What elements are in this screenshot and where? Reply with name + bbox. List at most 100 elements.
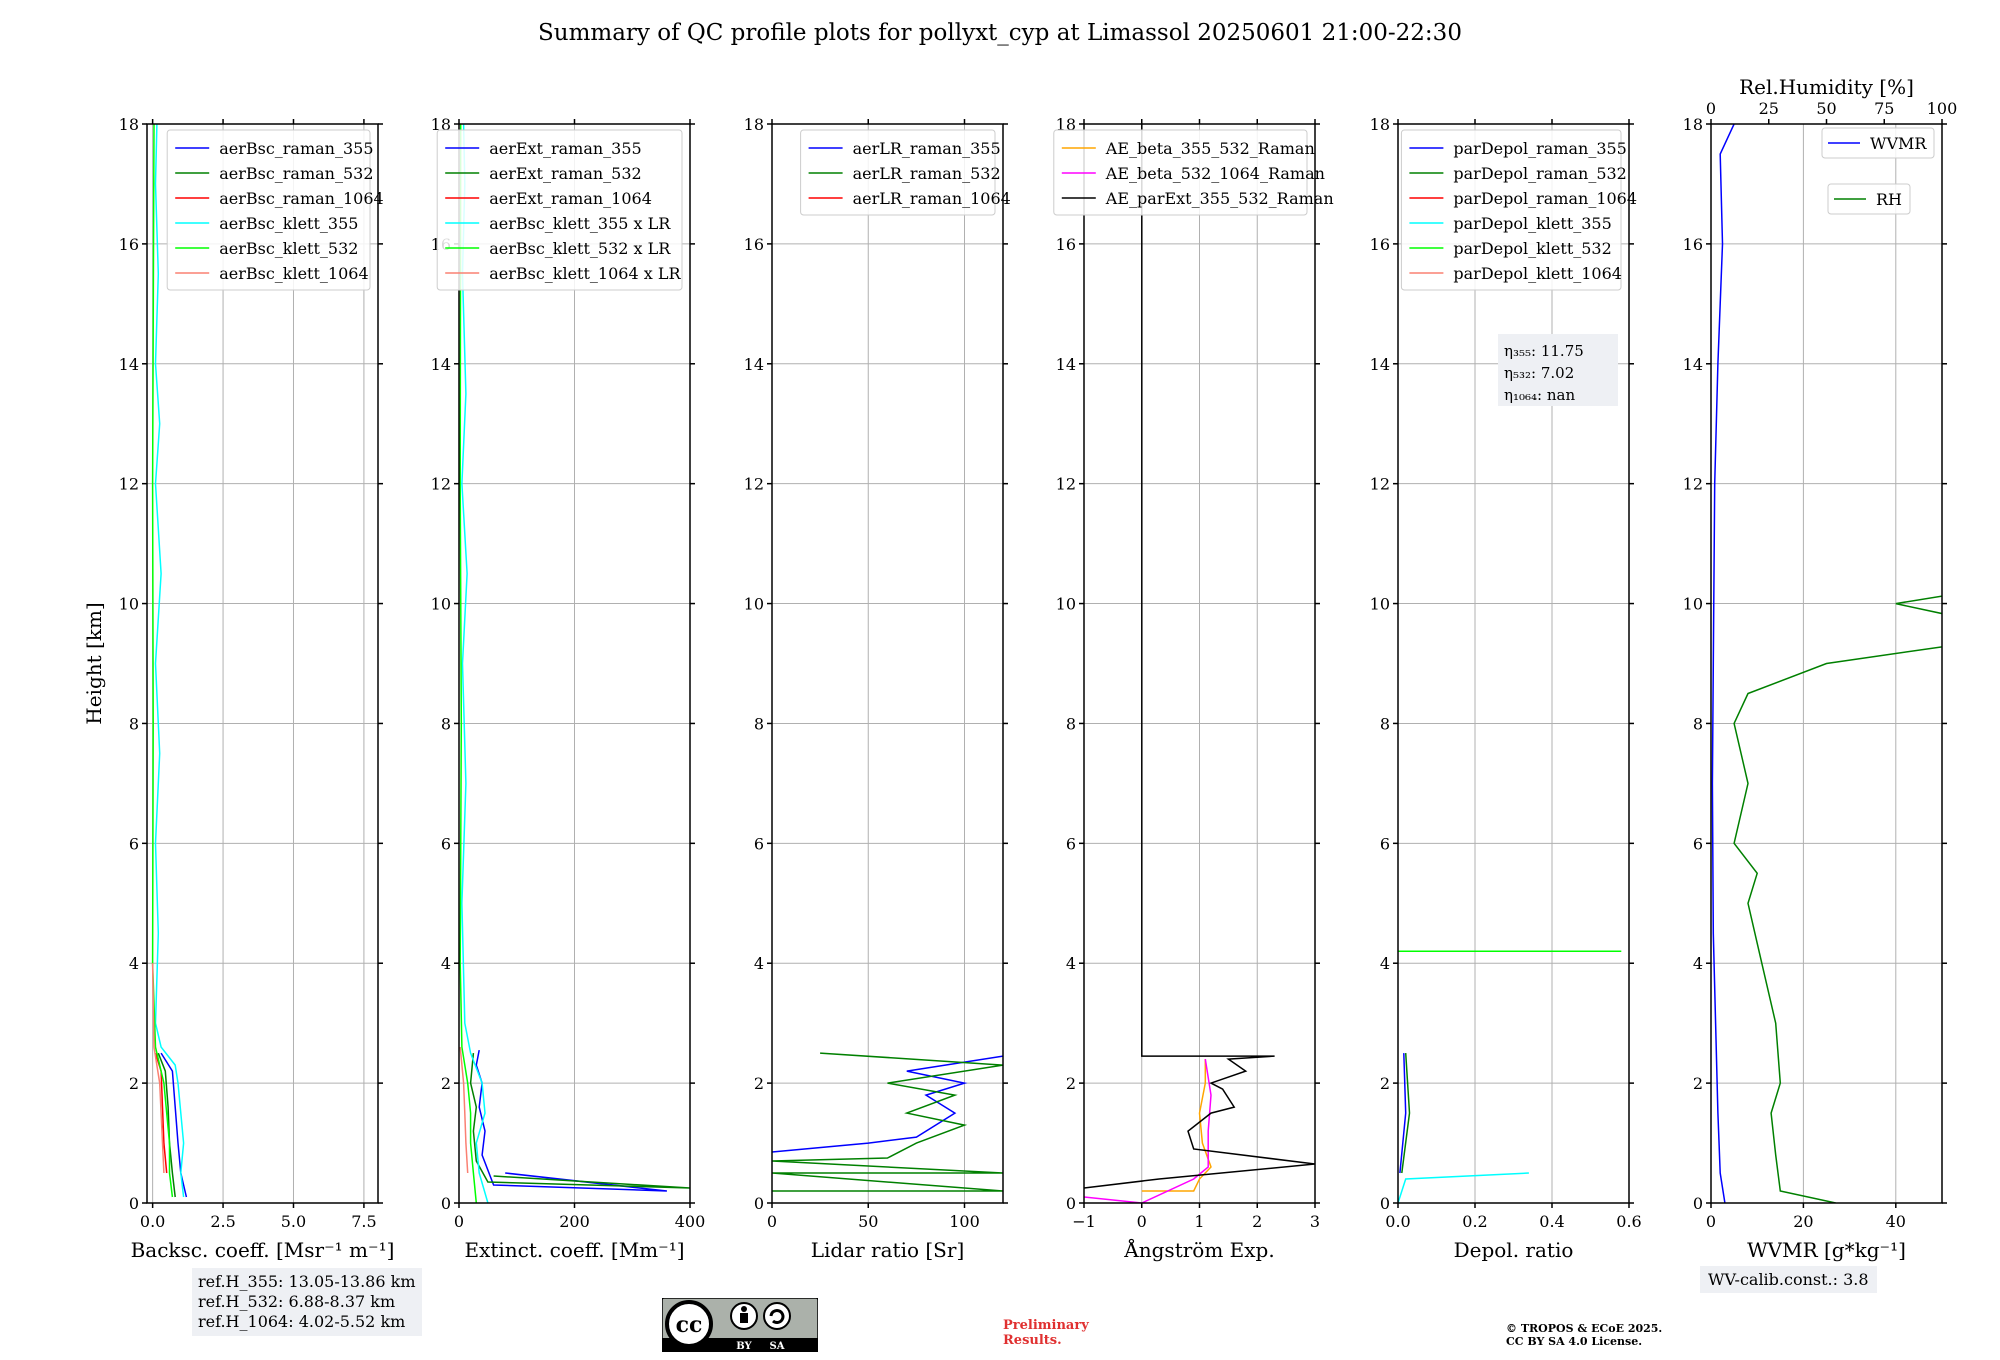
y-tick-label: 10 xyxy=(431,595,451,614)
y-tick-label: 6 xyxy=(129,834,139,853)
series-line-pardepol-raman-532 xyxy=(1401,1053,1411,1174)
series-line-pardepol-raman-355 xyxy=(1399,1053,1407,1174)
axes-frame xyxy=(771,123,1004,1204)
legend-label: parDepol_klett_1064 xyxy=(1453,264,1622,283)
y-tick-label: 4 xyxy=(129,954,139,973)
legend: aerBsc_raman_355 aerBsc_raman_532 aerBsc_r… xyxy=(166,129,384,291)
y-tick-label: 16 xyxy=(1683,235,1703,254)
series-line-aerlr-raman-355 xyxy=(772,1055,1003,1153)
series-line-aerbsc-klett-355 xyxy=(154,124,185,1198)
legend-label: parDepol_klett_355 xyxy=(1453,214,1611,233)
chart-panel-2: 0246810121416180200400Extinct. coeff. [M… xyxy=(431,115,706,1262)
x-tick-label: 0.0 xyxy=(140,1212,165,1231)
y-tick-label: 8 xyxy=(1693,714,1703,733)
y-tick-label: 14 xyxy=(1056,355,1076,374)
annotation-text: η₃₅₅: 11.75 xyxy=(1504,342,1584,360)
legend-label: aerBsc_klett_1064 xyxy=(219,264,368,283)
y-tick-label: 10 xyxy=(1370,595,1390,614)
preliminary-note: Preliminary Results. xyxy=(1003,1318,1089,1348)
series-line-ae-parext-355-532-raman xyxy=(1084,124,1315,1189)
x-tick-label: 2 xyxy=(1252,1212,1262,1231)
legend: parDepol_raman_355 parDepol_raman_532 parD… xyxy=(1400,129,1637,291)
legend-label: AE_parExt_355_532_Raman xyxy=(1105,189,1334,208)
by-label: BY xyxy=(736,1341,752,1352)
y-tick-label: 0 xyxy=(129,1194,139,1213)
y-tick-label: 16 xyxy=(1370,235,1390,254)
legend-label: parDepol_raman_1064 xyxy=(1453,189,1637,208)
legend-box xyxy=(436,129,683,291)
legend: aerLR_raman_355 aerLR_raman_532 aerLR_rama… xyxy=(800,129,1011,216)
y-tick-label: 18 xyxy=(1056,115,1076,134)
legend-box xyxy=(1400,129,1622,291)
y-tick-label: 0 xyxy=(754,1194,764,1213)
share-alike-icon xyxy=(763,1302,791,1330)
legend-label: aerBsc_raman_1064 xyxy=(219,189,384,208)
cc-icon xyxy=(665,1300,713,1348)
legend-label: aerExt_raman_1064 xyxy=(489,189,652,208)
legend-label: aerBsc_klett_532 x LR xyxy=(489,239,671,258)
y-tick-label: 18 xyxy=(1683,115,1703,134)
x-tick-label: 0.6 xyxy=(1616,1212,1641,1231)
y-tick-label: 8 xyxy=(754,714,764,733)
y-tick-label: 10 xyxy=(119,595,139,614)
series-line-aerbsc-klett-1064-x-lr xyxy=(459,1047,469,1174)
series-line-aerext-raman-532 xyxy=(469,1053,690,1189)
cc-label: cc xyxy=(676,1312,703,1338)
figure-title: Summary of QC profile plots for pollyxt_… xyxy=(538,20,1462,46)
chart-panel-1: 0 2 4 6 8 10 12 14 16 18 0.0 2.5 5.0 7.5 Backsc. coeff… xyxy=(82,115,394,1262)
x2-tick-label: 100 xyxy=(1927,99,1958,118)
y-tick-label: 14 xyxy=(744,355,764,374)
x-tick-label: 3 xyxy=(1310,1212,1320,1231)
ref-height-1064: ref.H_1064: 4.02-5.52 km xyxy=(198,1312,406,1331)
x-axis-label: Ångström Exp. xyxy=(1123,1237,1274,1262)
y-tick-label: 12 xyxy=(431,475,451,494)
x-tick-label: 20 xyxy=(1793,1212,1813,1231)
annotation-text: η₁₀₆₄: nan xyxy=(1504,386,1575,404)
x-axis-label: Lidar ratio [Sr] xyxy=(811,1238,965,1262)
sa-label: SA xyxy=(770,1341,785,1352)
legend-label: aerBsc_klett_355 x LR xyxy=(489,214,671,233)
y-tick-label: 4 xyxy=(1066,954,1076,973)
series-line-wvmr xyxy=(1711,124,1735,1203)
y-tick-label: 8 xyxy=(1380,714,1390,733)
series-line-pardepol-klett-355 xyxy=(1398,1172,1529,1203)
ref-height-355: ref.H_355: 13.05-13.86 km xyxy=(198,1272,416,1291)
legend-label: parDepol_raman_355 xyxy=(1453,139,1626,158)
preliminary-line-1: Preliminary xyxy=(1003,1318,1089,1333)
legend-box xyxy=(1053,129,1308,216)
y-tick-label: 12 xyxy=(1370,475,1390,494)
series-line-aerbsc-klett-532 xyxy=(151,124,174,1198)
y-tick-label: 12 xyxy=(119,475,139,494)
chart-panel-5: 0 2 4 6 8 10 12 14 16 18 0.0 0.2 0.4 0.6 Depol. ratio p… xyxy=(1370,115,1642,1262)
x2-tick-label: 50 xyxy=(1816,99,1836,118)
y-tick-label: 14 xyxy=(119,355,139,374)
y-tick-label: 12 xyxy=(1056,475,1076,494)
y-tick-label: 18 xyxy=(119,115,139,134)
x-axis-label: Extinct. coeff. [Mm⁻¹] xyxy=(464,1238,684,1262)
x-axis-label: WVMR [g*kg⁻¹] xyxy=(1747,1238,1906,1262)
x-axis-label: Depol. ratio xyxy=(1454,1238,1574,1262)
legend-label: parDepol_raman_532 xyxy=(1453,164,1626,183)
x-tick-label: 0 xyxy=(454,1212,464,1231)
y-tick-label: 14 xyxy=(1370,355,1390,374)
y-tick-label: 12 xyxy=(1683,475,1703,494)
cc-license-badge: cc BY SA xyxy=(662,1298,818,1352)
x-tick-label: −1 xyxy=(1072,1212,1096,1231)
x-tick-label: 40 xyxy=(1886,1212,1906,1231)
y-tick-label: 8 xyxy=(1066,714,1076,733)
y-tick-label: 12 xyxy=(744,475,764,494)
preliminary-line-2: Results. xyxy=(1003,1333,1062,1348)
y-tick-label: 4 xyxy=(441,954,451,973)
y-tick-label: 16 xyxy=(1056,235,1076,254)
legend-label: aerBsc_raman_355 xyxy=(219,139,373,158)
x-tick-label: 0 xyxy=(1706,1212,1716,1231)
legend-label: aerBsc_klett_1064 x LR xyxy=(489,264,681,283)
legend-label: aerExt_raman_532 xyxy=(489,164,642,183)
copyright-line-2: CC BY SA 4.0 License. xyxy=(1506,1335,1643,1348)
y-tick-label: 2 xyxy=(441,1074,451,1093)
x-tick-label: 5.0 xyxy=(281,1212,306,1231)
y-tick-label: 6 xyxy=(754,834,764,853)
y-tick-label: 16 xyxy=(744,235,764,254)
